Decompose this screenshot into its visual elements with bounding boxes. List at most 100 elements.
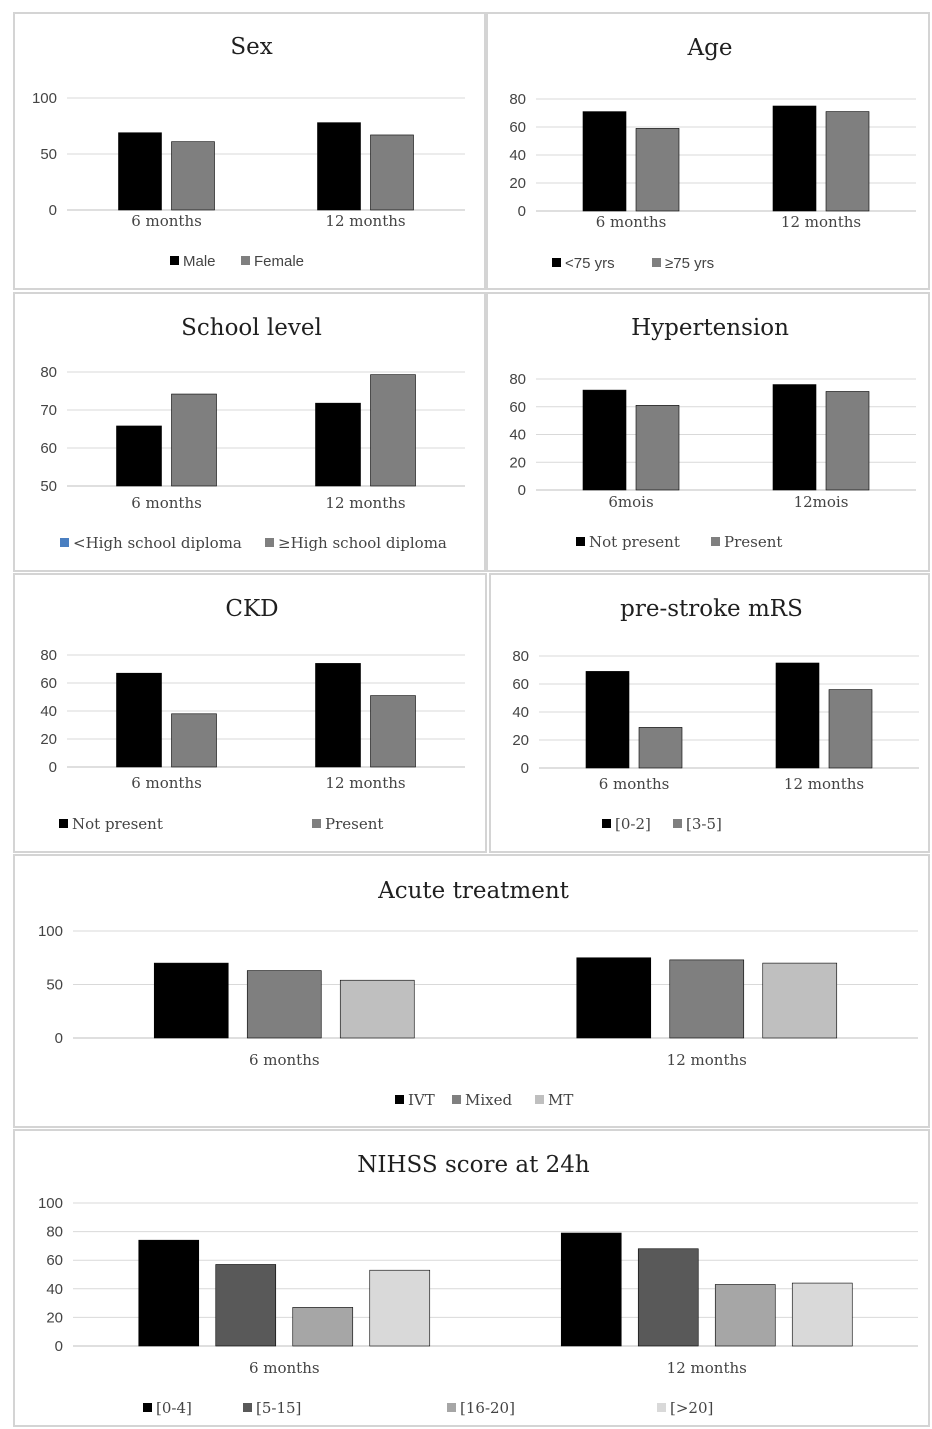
- legend-swatch-5-15: [243, 1403, 252, 1412]
- y-tick-label: 0: [518, 482, 526, 499]
- y-tick-label: 80: [509, 371, 526, 388]
- bar-male-12-months: [317, 122, 361, 211]
- y-tick-label: 80: [46, 1224, 63, 1241]
- legend-swatch-gte75-yrs: [652, 258, 661, 267]
- bar-mt-12-months: [762, 962, 838, 1039]
- x-category-label: 6 months: [599, 775, 670, 793]
- bar-not-present-6mois: [582, 389, 627, 491]
- bar-0-2-12-months: [775, 662, 820, 769]
- y-tick-label: 80: [40, 647, 57, 664]
- legend-label-lthigh-school-diploma: <High school diploma: [73, 534, 242, 552]
- legend-label-mixed: Mixed: [465, 1091, 512, 1109]
- chart-panel-sex: Sex 0 50 100 6 months 12 months Male Female: [13, 12, 486, 290]
- chart-ckd: CKD 0 20 40 60 80 6 months 12 months Not present…: [40, 596, 465, 833]
- chart-panel-age: Age 0 20 40 60 80 6 months 12 months <75 yrs ≥75 …: [486, 12, 930, 290]
- bar-gt20-12-months: [791, 1282, 853, 1347]
- x-category-label: 12 months: [784, 775, 864, 793]
- x-category-label: 12 months: [781, 213, 861, 231]
- x-category-label: 6 months: [249, 1051, 320, 1069]
- bar-3-5-12-months: [828, 689, 873, 769]
- x-category-label: 12 months: [325, 774, 405, 792]
- y-tick-label: 70: [40, 402, 57, 419]
- bar-gtehigh-school-diploma-12-months: [370, 374, 416, 487]
- bar-lthigh-school-diploma-12-months: [315, 402, 361, 487]
- legend-swatch-lthigh-school-diploma: [60, 538, 69, 547]
- legend-label-not-present: Not present: [589, 533, 680, 551]
- bar-16-20-12-months: [714, 1284, 776, 1347]
- y-tick-label: 0: [55, 1338, 63, 1355]
- bar-3-5-6-months: [638, 727, 683, 769]
- y-tick-label: 40: [509, 147, 526, 164]
- legend-label-0-2: [0-2]: [615, 815, 651, 833]
- bar-0-2-6-months: [585, 671, 630, 769]
- chart-title: Hypertension: [631, 315, 789, 341]
- legend-label-3-5: [3-5]: [686, 815, 722, 833]
- legend-swatch-present: [312, 819, 321, 828]
- legend-swatch-gtehigh-school-diploma: [265, 538, 274, 547]
- y-tick-label: 0: [49, 202, 57, 219]
- x-category-label: 6 months: [596, 213, 667, 231]
- chart-panel-hypertension: Hypertension 0 20 40 60 80 6mois 12mois Not pres…: [486, 292, 930, 572]
- y-tick-label: 50: [46, 977, 63, 994]
- legend-label-gtehigh-school-diploma: ≥High school diploma: [278, 534, 447, 552]
- legend-swatch-not-present: [576, 537, 585, 546]
- legend-label-16-20: [16-20]: [460, 1399, 515, 1417]
- chart-panel-ckd: CKD 0 20 40 60 80 6 months 12 months Not present…: [13, 573, 487, 853]
- legend-label-mt: MT: [548, 1091, 573, 1109]
- y-tick-label: 100: [32, 90, 57, 107]
- bar-not-present-12mois: [772, 384, 817, 491]
- chart-hypertension: Hypertension 0 20 40 60 80 6mois 12mois Not pres…: [509, 315, 916, 551]
- bar-present-6mois: [635, 405, 680, 491]
- legend-swatch-0-2: [602, 819, 611, 828]
- legend-swatch-16-20: [447, 1403, 456, 1412]
- legend-swatch-not-present: [59, 819, 68, 828]
- y-tick-label: 20: [46, 1309, 63, 1326]
- y-tick-label: 60: [40, 440, 57, 457]
- legend-swatch-mixed: [452, 1095, 461, 1104]
- y-tick-label: 60: [509, 399, 526, 416]
- y-tick-label: 60: [512, 676, 529, 693]
- bar-gte75-yrs-12-months: [825, 111, 870, 212]
- legend-swatch-mt: [535, 1095, 544, 1104]
- chart-school-level: School level 50 60 70 80 6 months 12 months <Hi…: [40, 315, 465, 552]
- y-tick-label: 50: [40, 478, 57, 495]
- y-tick-label: 60: [46, 1252, 63, 1269]
- y-tick-label: 20: [509, 454, 526, 471]
- chart-acute-treatment: Acute treatment 0 50 100 6 months 12 months IV…: [38, 878, 918, 1109]
- bar-not-present-12-months: [315, 663, 361, 768]
- y-tick-label: 40: [46, 1281, 63, 1298]
- bar-0-4-12-months: [560, 1232, 622, 1347]
- bar-female-6-months: [171, 141, 215, 211]
- y-tick-label: 20: [40, 731, 57, 748]
- y-tick-label: 40: [509, 427, 526, 444]
- legend-swatch-3-5: [673, 819, 682, 828]
- x-category-label: 6mois: [608, 493, 653, 511]
- legend-label-gt20: [>20]: [670, 1399, 713, 1417]
- bar-gtehigh-school-diploma-6-months: [171, 393, 217, 487]
- y-tick-label: 60: [40, 675, 57, 692]
- x-category-label: 12 months: [667, 1051, 747, 1069]
- chart-panel-pre-stroke-mrs: pre-stroke mRS 0 20 40 60 80 6 months 12 months…: [489, 573, 930, 853]
- legend-label-not-present: Not present: [72, 815, 163, 833]
- legend-swatch-male: [170, 256, 179, 265]
- legend-label-ivt: IVT: [408, 1091, 435, 1109]
- chart-pre-stroke-mrs: pre-stroke mRS 0 20 40 60 80 6 months 12 months…: [512, 596, 919, 833]
- bar-5-15-6-months: [215, 1264, 277, 1347]
- bar-lt75-yrs-6-months: [582, 111, 627, 212]
- legend-label-gte75-yrs: ≥75 yrs: [665, 255, 714, 272]
- legend-swatch-present: [711, 537, 720, 546]
- legend-swatch-female: [241, 256, 250, 265]
- y-tick-label: 20: [512, 732, 529, 749]
- x-category-label: 12 months: [325, 212, 405, 230]
- bar-mixed-6-months: [246, 970, 322, 1039]
- bar-present-6-months: [171, 713, 217, 768]
- legend-swatch-lt75-yrs: [552, 258, 561, 267]
- bar-lthigh-school-diploma-6-months: [116, 425, 162, 487]
- bar-gte75-yrs-6-months: [635, 128, 680, 212]
- y-tick-label: 40: [512, 704, 529, 721]
- y-tick-label: 0: [518, 203, 526, 220]
- y-tick-label: 40: [40, 703, 57, 720]
- y-tick-label: 20: [509, 175, 526, 192]
- x-category-label: 6 months: [131, 212, 202, 230]
- chart-panel-school-level: School level 50 60 70 80 6 months 12 months <Hi…: [13, 292, 486, 572]
